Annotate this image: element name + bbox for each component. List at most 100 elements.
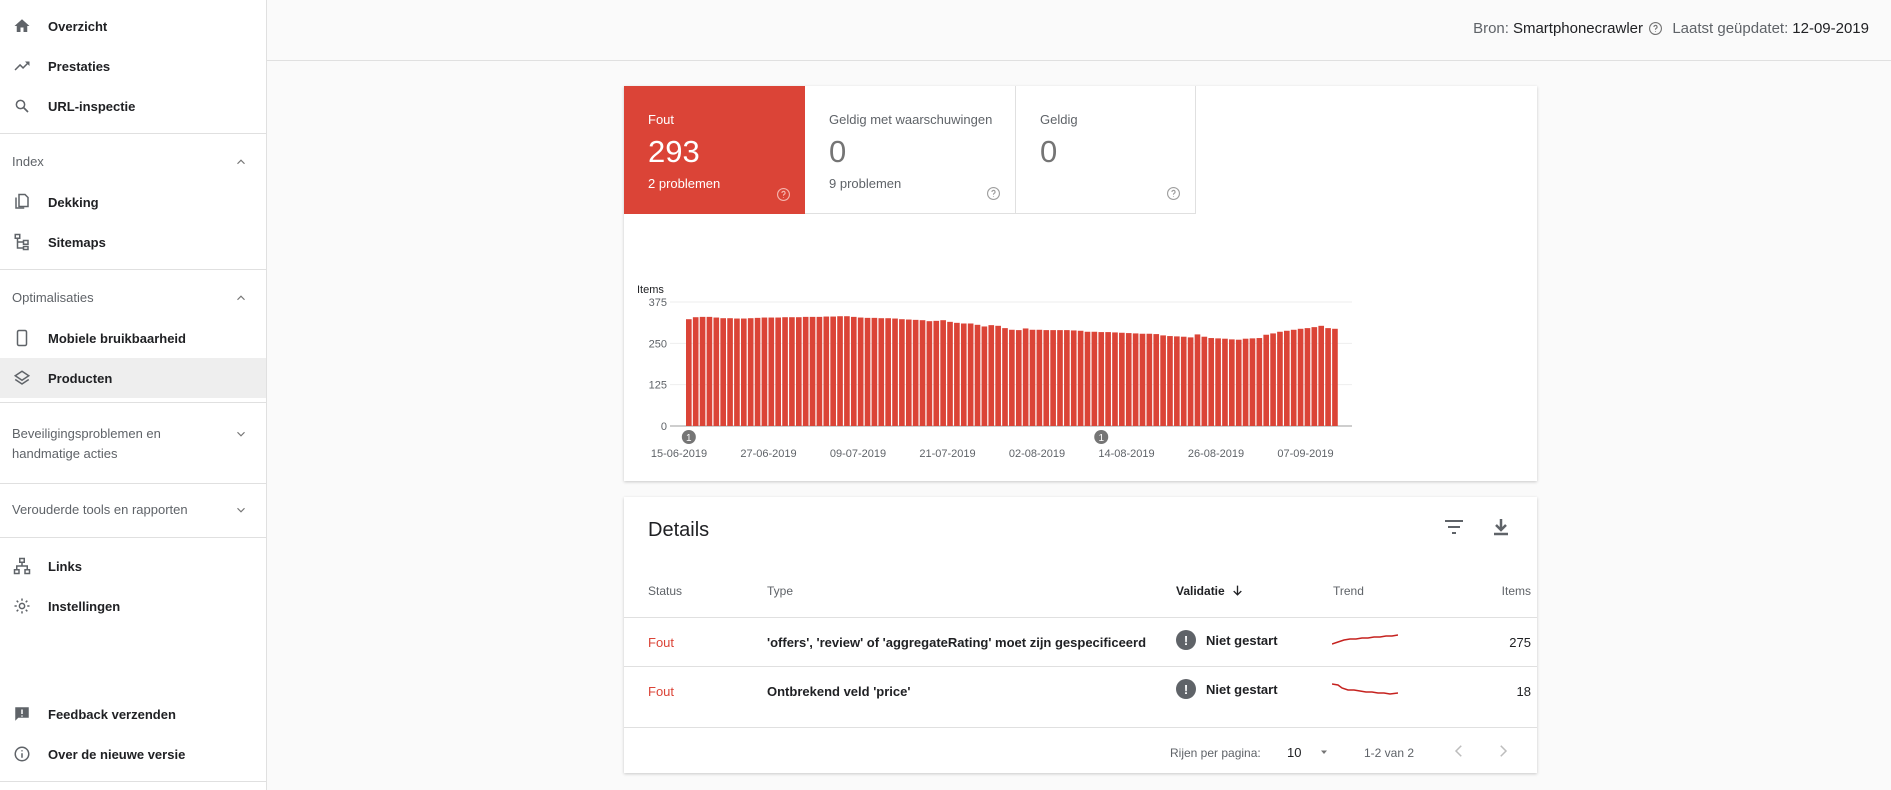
chart-bar <box>782 317 788 426</box>
help-icon[interactable] <box>986 186 1001 201</box>
chart-bar <box>1036 329 1043 426</box>
chart-bar <box>727 318 733 426</box>
sidebar-item-label: Prestaties <box>48 58 111 74</box>
col-trend[interactable]: Trend <box>1333 584 1364 598</box>
sidebar-item-mobiele-bruikbaarheid[interactable]: Mobiele bruikbaarheid <box>0 318 266 358</box>
col-items[interactable]: Items <box>1501 584 1531 598</box>
chevron-right-icon[interactable] <box>1494 742 1512 760</box>
chart-bar <box>1222 338 1228 426</box>
chart-bar <box>864 317 871 426</box>
home-icon <box>12 16 32 36</box>
row-validation-label: Niet gestart <box>1206 632 1278 648</box>
sidebar-divider <box>0 781 266 782</box>
col-status[interactable]: Status <box>648 584 683 598</box>
section-verouderde-tools-header[interactable]: Verouderde tools en rapporten <box>0 500 266 520</box>
row-validation-label: Niet gestart <box>1206 681 1278 697</box>
col-validation[interactable]: Validatie <box>1176 584 1244 598</box>
chart-bar <box>1229 339 1235 426</box>
sidebar-item-dekking[interactable]: Dekking <box>0 182 266 222</box>
chart-bar <box>878 318 885 426</box>
x-tick-label: 02-08-2019 <box>1009 448 1065 460</box>
chart-bar <box>1290 329 1297 426</box>
warning-issues: 9 problemen <box>829 176 902 191</box>
dropdown-arrow-icon[interactable] <box>1317 746 1331 758</box>
error-tile[interactable]: Fout 293 2 problemen <box>624 86 805 214</box>
sidebar-item-prestaties[interactable]: Prestaties <box>0 46 266 86</box>
download-icon[interactable] <box>1489 515 1513 539</box>
source-indicator[interactable]: Bron: Smartphonecrawler <box>1473 20 1663 37</box>
chart-bar <box>1146 333 1153 426</box>
chart-bar <box>857 317 864 426</box>
row-items: 275 <box>1509 635 1531 650</box>
table-row[interactable]: Fout 'offers', 'review' of 'aggregateRat… <box>624 617 1537 666</box>
chart-bar <box>1070 330 1077 426</box>
last-updated: Laatst geüpdatet: 12-09-2019 <box>1672 20 1869 37</box>
sidebar-item-label: Producten <box>48 370 113 386</box>
chart-bar <box>1180 336 1187 426</box>
chevron-left-icon[interactable] <box>1450 742 1468 760</box>
annotation-marker <box>1094 430 1109 444</box>
help-icon[interactable] <box>1648 21 1663 36</box>
chart-bar <box>871 317 878 426</box>
col-validation-label: Validatie <box>1176 584 1225 598</box>
section-title: Verouderde tools en rapporten <box>12 502 188 517</box>
trending-up-icon <box>12 56 32 76</box>
updated-label: Laatst geüpdatet: <box>1672 20 1789 37</box>
x-tick-label: 07-09-2019 <box>1277 448 1333 460</box>
chart-bar <box>995 325 1001 426</box>
chart-bar <box>802 316 809 426</box>
chevron-up-icon <box>237 295 245 301</box>
chart-bar <box>789 317 795 426</box>
error-chart: Items 0 125 250 375 15-06-2019 27-06-2019 09-07… <box>624 226 1537 476</box>
section-index-header[interactable]: Index <box>0 152 266 172</box>
chart-bar <box>1105 332 1111 426</box>
sidebar-item-links[interactable]: Links <box>0 546 266 586</box>
section-beveiliging-header[interactable]: Beveiligingsproblemen en handmatige acti… <box>0 424 266 464</box>
chart-bar <box>823 316 830 426</box>
warning-tile[interactable]: Geldig met waarschuwingen 0 9 problemen <box>805 86 1016 214</box>
sidebar-item-feedback[interactable]: Feedback verzenden <box>0 694 266 734</box>
sidebar-divider <box>0 483 266 484</box>
details-title: Details <box>648 519 710 541</box>
section-optimalisaties-header[interactable]: Optimalisaties <box>0 288 266 308</box>
trend-sparkline <box>1332 634 1398 645</box>
page-range: 1-2 van 2 <box>1364 746 1415 760</box>
chevron-down-icon <box>237 507 245 513</box>
filter-icon[interactable] <box>1442 515 1466 539</box>
alert-icon: ! <box>1176 630 1196 650</box>
table-row[interactable]: Fout Ontbrekend veld 'price' ! Niet gest… <box>624 666 1537 715</box>
sidebar-item-producten[interactable]: Producten <box>0 358 266 398</box>
pagination: Rijen per pagina: 10 1-2 van 2 <box>624 727 1537 773</box>
sidebar-item-instellingen[interactable]: Instellingen <box>0 586 266 626</box>
chart-bar <box>1194 334 1201 426</box>
section-title: Optimalisaties <box>12 290 94 305</box>
chart-bar <box>940 320 946 426</box>
sidebar-item-overzicht[interactable]: Overzicht <box>0 6 266 46</box>
chart-bar <box>1125 333 1132 426</box>
sidebar-item-url-inspectie[interactable]: URL-inspectie <box>0 86 266 126</box>
chart-bar <box>768 317 775 426</box>
sidebar-item-over-nieuwe-versie[interactable]: Over de nieuwe versie <box>0 734 266 774</box>
help-icon[interactable] <box>776 187 791 202</box>
valid-tile[interactable]: Geldig 0 <box>1016 86 1196 214</box>
chart-bar <box>1174 336 1180 426</box>
source-label: Bron: <box>1473 20 1509 37</box>
chart-bar <box>850 316 857 426</box>
alert-icon: ! <box>1176 679 1196 699</box>
rows-per-page-select[interactable]: 10 <box>1287 745 1302 760</box>
row-type: 'offers', 'review' of 'aggregateRating' … <box>767 635 1147 650</box>
chart-bar <box>1050 330 1056 426</box>
x-tick-label: 09-07-2019 <box>830 448 886 460</box>
chart-bar <box>905 319 912 426</box>
chart-bar <box>1119 332 1125 426</box>
sidebar-item-sitemaps[interactable]: Sitemaps <box>0 222 266 262</box>
help-icon[interactable] <box>1166 186 1181 201</box>
y-tick-label: 125 <box>649 380 667 392</box>
chart-bar <box>960 323 967 426</box>
error-count: 293 <box>648 134 700 169</box>
col-type[interactable]: Type <box>767 584 794 598</box>
section-title-line1: Beveiligingsproblemen en <box>12 426 161 441</box>
arrow-down-icon <box>1232 585 1242 596</box>
settings-icon <box>12 596 32 616</box>
warning-count: 0 <box>829 134 847 169</box>
